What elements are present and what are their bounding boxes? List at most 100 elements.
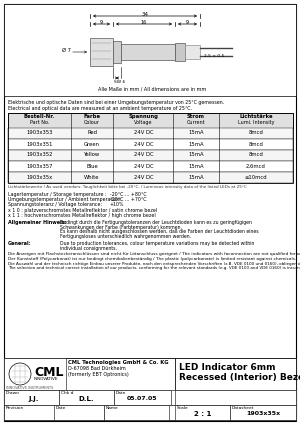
Text: Lagertemperatur / Storage temperature :: Lagertemperatur / Storage temperature : xyxy=(8,192,106,197)
Text: SW 6: SW 6 xyxy=(114,80,125,84)
Text: 1903x35x: 1903x35x xyxy=(26,175,52,179)
Text: Ø 7: Ø 7 xyxy=(62,48,71,53)
Text: 24V DC: 24V DC xyxy=(134,164,153,168)
Text: 8mcd: 8mcd xyxy=(248,153,263,158)
Bar xyxy=(4,405,296,420)
Bar xyxy=(175,358,296,420)
Bar xyxy=(114,390,171,405)
Text: 24V DC: 24V DC xyxy=(134,153,153,158)
Text: Strom: Strom xyxy=(187,114,205,119)
Text: Date: Date xyxy=(116,391,126,395)
Text: 34: 34 xyxy=(142,12,148,17)
Text: Die Auswahl und der technisch richtige Einbau unserer Produkte, nach den entspre: Die Auswahl und der technisch richtige E… xyxy=(8,262,300,266)
Text: Scale: Scale xyxy=(177,406,189,410)
Bar xyxy=(121,44,175,60)
Text: 1903x357: 1903x357 xyxy=(26,164,52,168)
Text: J.J.: J.J. xyxy=(28,396,39,402)
Text: 24V DC: 24V DC xyxy=(134,175,153,179)
Text: 15mA: 15mA xyxy=(188,153,204,158)
Text: INNOVATIVE INSTRUMENTS: INNOVATIVE INSTRUMENTS xyxy=(6,386,53,390)
Text: Chk d: Chk d xyxy=(61,391,74,395)
Bar xyxy=(175,405,230,420)
Text: 1903x351: 1903x351 xyxy=(26,142,52,147)
Text: 8mcd: 8mcd xyxy=(248,142,263,147)
Bar xyxy=(104,405,169,420)
Text: Es kann deshalb nicht ausgeschlossen werden, daß die Farben der Leuchtdioden ein: Es kann deshalb nicht ausgeschlossen wer… xyxy=(60,229,259,234)
Text: CML Technologies GmbH & Co. KG: CML Technologies GmbH & Co. KG xyxy=(68,360,169,365)
Text: Recessed (Interior) Bezel: Recessed (Interior) Bezel xyxy=(179,373,300,382)
Text: +10%: +10% xyxy=(110,202,124,207)
Text: Schwankungen der Farbe (Farbtemperatur) kommen.: Schwankungen der Farbe (Farbtemperatur) … xyxy=(60,224,182,230)
Text: 9: 9 xyxy=(100,20,103,25)
Text: Name: Name xyxy=(106,406,119,410)
Text: Lichtstärkewerte / As used vendors: Tauglichkeit bitte bei -20°C. / Luminous int: Lichtstärkewerte / As used vendors: Taug… xyxy=(8,185,247,189)
Text: Spannungstoleranz / Voltage tolerance:: Spannungstoleranz / Voltage tolerance: xyxy=(8,202,102,207)
Text: Bedingt durch die Fertigungstoleranzen der Leuchtdioden kann es zu geringfügigen: Bedingt durch die Fertigungstoleranzen d… xyxy=(60,220,252,225)
Text: Allgemeiner Hinweis:: Allgemeiner Hinweis: xyxy=(8,220,67,225)
Text: -20°C ... +80°C: -20°C ... +80°C xyxy=(110,192,147,197)
Text: 15mA: 15mA xyxy=(188,142,204,147)
Bar xyxy=(8,113,293,128)
Bar xyxy=(90,38,113,66)
Bar xyxy=(4,4,296,96)
Text: 24V DC: 24V DC xyxy=(134,130,153,136)
Text: 2,5 × 0,5: 2,5 × 0,5 xyxy=(204,54,224,58)
Text: Die Anzeigen mit Flachsteckeranschlüssen sind nicht für Lötanschluss geeignet / : Die Anzeigen mit Flachsteckeranschlüssen… xyxy=(8,252,300,256)
Text: Drawn: Drawn xyxy=(6,391,20,395)
Text: 15mA: 15mA xyxy=(188,164,204,168)
Bar xyxy=(230,405,296,420)
Text: LED Indicator 6mm: LED Indicator 6mm xyxy=(179,363,275,372)
Text: Revision: Revision xyxy=(6,406,24,410)
Text: 2 : 1: 2 : 1 xyxy=(194,411,211,417)
Text: Umgebungstemperatur / Ambient temperature:: Umgebungstemperatur / Ambient temperatur… xyxy=(8,197,122,202)
Text: INNOVATIVE: INNOVATIVE xyxy=(34,377,58,381)
Text: 1903x352: 1903x352 xyxy=(26,153,52,158)
Text: Voltage: Voltage xyxy=(134,120,153,125)
Text: Lumi. Intensity: Lumi. Intensity xyxy=(238,120,274,125)
Text: 05.07.05: 05.07.05 xyxy=(127,396,158,401)
Bar xyxy=(8,113,293,183)
Text: General:: General: xyxy=(8,241,32,246)
Text: Spannung: Spannung xyxy=(128,114,158,119)
Bar xyxy=(113,41,121,63)
Bar xyxy=(4,358,296,420)
Text: Alle Maße in mm / All dimensions are in mm: Alle Maße in mm / All dimensions are in … xyxy=(98,86,206,91)
Bar xyxy=(4,390,59,405)
Text: Colour: Colour xyxy=(84,120,100,125)
Text: Elektrische und optische Daten sind bei einer Umgebungstemperatur von 25°C gemes: Elektrische und optische Daten sind bei … xyxy=(8,100,224,105)
Circle shape xyxy=(9,363,31,385)
Text: x 1 0 : platzverschromstes Metallreflektor / satin chrome bezel: x 1 0 : platzverschromstes Metallreflekt… xyxy=(8,208,157,213)
Text: Bestell-Nr.: Bestell-Nr. xyxy=(24,114,55,119)
Bar xyxy=(8,128,293,139)
Text: Datasheet: Datasheet xyxy=(232,406,254,410)
Text: ≥10mcd: ≥10mcd xyxy=(244,175,267,179)
Text: Lichtstärke: Lichtstärke xyxy=(239,114,273,119)
Text: Blue: Blue xyxy=(86,164,98,168)
Text: 1903x35x: 1903x35x xyxy=(246,411,280,416)
Text: 2,6mcd: 2,6mcd xyxy=(246,164,266,168)
Text: Current: Current xyxy=(187,120,206,125)
Text: D.L.: D.L. xyxy=(79,396,94,402)
Text: Date: Date xyxy=(56,406,66,410)
Text: x 1 1 : hochverschromstes Metallreflektor / high chrome bezel: x 1 1 : hochverschromstes Metallreflekto… xyxy=(8,213,156,218)
Bar xyxy=(8,150,293,161)
Bar xyxy=(185,45,200,59)
Text: Part No.: Part No. xyxy=(30,120,49,125)
Text: individual consignments.: individual consignments. xyxy=(60,246,117,250)
Bar xyxy=(175,390,296,405)
Text: 1903x353: 1903x353 xyxy=(26,130,52,136)
Text: 15mA: 15mA xyxy=(188,175,204,179)
Bar xyxy=(8,139,293,150)
Bar xyxy=(4,358,175,420)
Text: Due to production tolerances, colour temperature variations may be detected with: Due to production tolerances, colour tem… xyxy=(60,241,254,246)
Text: 8mcd: 8mcd xyxy=(248,130,263,136)
Text: -20°C ... +70°C: -20°C ... +70°C xyxy=(110,197,146,202)
Text: 9: 9 xyxy=(186,20,189,25)
Text: White: White xyxy=(84,175,100,179)
Text: Fertigungsloses unterschiedlich wahrgenommen werden.: Fertigungsloses unterschiedlich wahrgeno… xyxy=(60,233,191,238)
Text: Green: Green xyxy=(84,142,100,147)
Text: Der Kunststoff (Polycarbonat) ist nur bedingt chemikalienbeständig / The plastic: Der Kunststoff (Polycarbonat) ist nur be… xyxy=(8,257,296,261)
Text: The selection and technical correct installation of our products, conforming for: The selection and technical correct inst… xyxy=(8,266,300,270)
Text: CML: CML xyxy=(34,366,64,379)
Text: D-67098 Bad Dürkheim: D-67098 Bad Dürkheim xyxy=(68,366,126,371)
